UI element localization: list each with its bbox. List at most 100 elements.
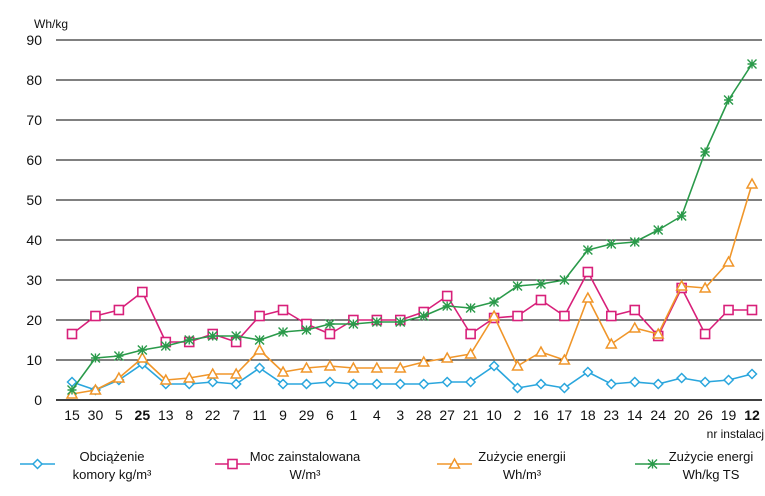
x-tick-label: 1: [349, 407, 357, 423]
data-point: [347, 361, 360, 373]
x-tick-label: 8: [185, 407, 193, 423]
x-tick-label: 7: [232, 407, 240, 423]
x-tick-label: 29: [299, 407, 315, 423]
y-tick-label: 20: [26, 312, 42, 328]
x-tick-label: 18: [580, 407, 596, 423]
legend-label: W/m³: [289, 467, 321, 482]
data-point: [254, 362, 266, 374]
data-point: [722, 255, 735, 267]
data-point: [66, 328, 78, 340]
data-point: [347, 378, 359, 390]
legend-item-4: Zużycie energi Wh/kg TS: [635, 449, 753, 482]
data-point: [300, 378, 313, 390]
y-tick-label: 70: [26, 112, 42, 128]
data-point: [465, 376, 477, 388]
y-tick-label: 40: [26, 232, 42, 248]
x-tick-label: 2: [514, 407, 522, 423]
y-axis-ticks: 0 10 20 30 40 50 60 70 80 90: [26, 32, 42, 408]
data-point: [535, 294, 547, 306]
legend-label: Zużycie energi: [669, 449, 754, 464]
x-axis-ticks: 15 30 5 25 13 8 22 7 11 9 29 6 1 4 3 28 27 21 10 2 16 17 18 23 1…: [64, 407, 760, 423]
y-axis-unit-label: Wh/kg: [34, 17, 68, 31]
legend-marker: [448, 457, 461, 469]
data-point: [113, 351, 124, 361]
data-point: [90, 310, 101, 322]
data-point: [229, 367, 243, 379]
data-point: [723, 95, 734, 105]
data-point: [417, 355, 430, 367]
data-point: [371, 378, 383, 390]
series-2: [66, 266, 758, 348]
data-point: [651, 327, 665, 339]
series-line: [71, 63, 753, 391]
x-tick-label: 16: [533, 407, 549, 423]
legend-label: komory kg/m³: [73, 467, 152, 482]
x-tick-label: 11: [252, 407, 267, 423]
data-point: [606, 310, 617, 322]
data-point: [675, 279, 688, 291]
x-tick-label: 14: [627, 407, 643, 423]
data-point: [558, 353, 571, 365]
data-point: [112, 371, 126, 383]
data-point: [324, 376, 336, 388]
data-point: [278, 327, 289, 337]
data-point: [182, 371, 196, 383]
data-point: [277, 304, 289, 316]
data-point: [137, 286, 148, 298]
legend: Obciążenie komory kg/m³ Moc zainstalowana W…: [20, 449, 753, 482]
data-point: [535, 279, 546, 289]
x-tick-label: 10: [486, 407, 502, 423]
data-point: [723, 304, 734, 316]
x-tick-label: 26: [697, 407, 713, 423]
series-1: [66, 358, 758, 396]
x-tick-label: 17: [557, 407, 573, 423]
data-point: [488, 360, 500, 372]
data-point: [746, 368, 758, 380]
x-tick-label: 27: [439, 407, 455, 423]
data-point: [722, 374, 735, 386]
y-tick-label: 10: [26, 352, 42, 368]
data-point: [699, 328, 711, 340]
x-tick-label: 5: [115, 407, 123, 423]
data-point: [277, 378, 289, 390]
data-point: [67, 385, 77, 395]
data-point: [441, 376, 453, 388]
y-tick-label: 90: [26, 32, 42, 48]
data-point: [652, 378, 664, 390]
x-tick-label: 15: [64, 407, 80, 423]
x-tick-label: 28: [416, 407, 432, 423]
x-tick-label: 4: [373, 407, 381, 423]
data-point: [418, 378, 430, 390]
data-point: [629, 304, 641, 316]
data-point: [747, 59, 757, 69]
data-point: [276, 365, 290, 377]
data-point: [581, 291, 595, 303]
x-tick-label: 19: [721, 407, 737, 423]
data-point: [230, 378, 242, 390]
data-point: [113, 304, 125, 316]
data-point: [535, 378, 547, 390]
data-point: [231, 331, 242, 341]
x-tick-label: 12: [744, 407, 760, 423]
x-tick-label: 25: [135, 407, 151, 423]
series-4: [67, 59, 757, 395]
legend-label: Zużycie energii: [478, 449, 566, 464]
series-layer: [65, 59, 759, 399]
x-tick-label: 21: [463, 407, 479, 423]
legend-marker: [31, 458, 44, 470]
x-tick-label: 20: [674, 407, 690, 423]
y-tick-label: 60: [26, 152, 42, 168]
data-point: [559, 310, 570, 322]
data-point: [511, 359, 524, 371]
data-point: [629, 237, 640, 247]
data-point: [89, 383, 102, 395]
data-point: [676, 372, 688, 384]
data-point: [323, 359, 337, 371]
legend-item-1: Obciążenie komory kg/m³: [20, 449, 152, 482]
legend-label: Wh/kg TS: [683, 467, 740, 482]
data-point: [745, 177, 759, 189]
data-point: [440, 351, 454, 363]
data-point: [90, 353, 101, 363]
data-point: [746, 304, 758, 316]
